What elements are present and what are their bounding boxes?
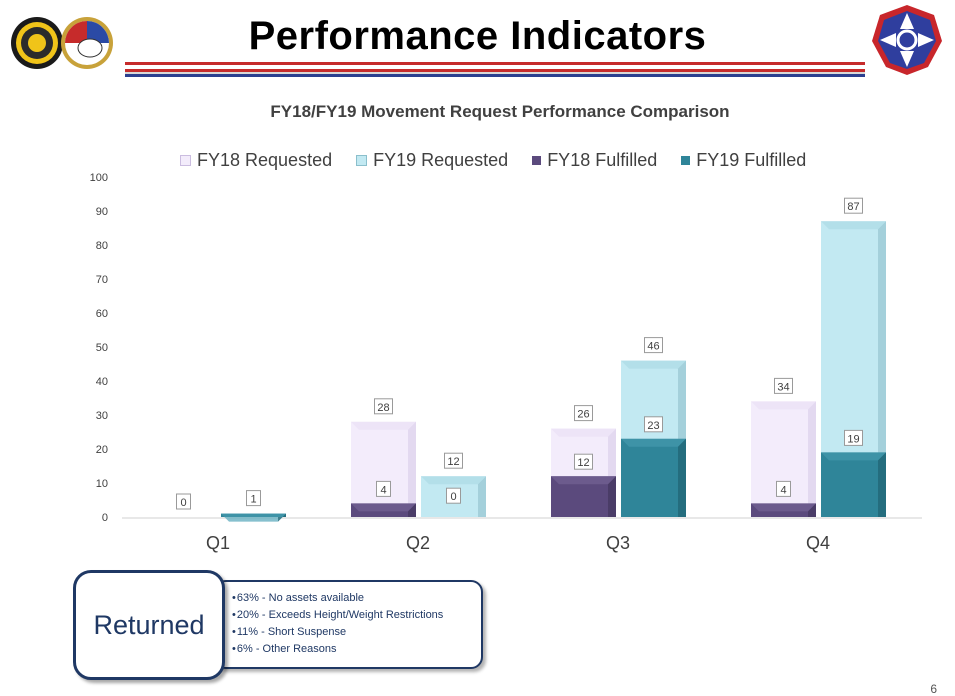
data-label: 0 — [180, 497, 186, 509]
fy18-requested-bar-bevel-right — [808, 401, 816, 517]
y-tick-label: 70 — [96, 274, 108, 286]
army-seal-logo — [11, 17, 63, 69]
legend-label: FY19 Requested — [373, 150, 509, 170]
data-label: 34 — [777, 381, 789, 393]
data-label-box — [376, 480, 391, 497]
data-label-box — [446, 487, 461, 504]
reason-item: 63% - No assets available — [232, 590, 481, 607]
legend-entry-fy18-fulfilled: FY18 Fulfilled — [532, 150, 657, 171]
data-label: 12 — [577, 457, 589, 469]
legend-label: FY18 Fulfilled — [547, 150, 658, 170]
y-tick-label: 100 — [90, 172, 108, 184]
y-tick-label: 20 — [96, 444, 108, 456]
y-tick-label: 40 — [96, 376, 108, 388]
legend-swatch — [532, 156, 542, 165]
chart-legend: FY18 Requested FY19 Requested FY18 Fulfi… — [180, 150, 806, 171]
data-label: 19 — [847, 433, 859, 445]
fy18-fulfilled-bar-bevel-right — [608, 476, 616, 517]
y-tick-label: 50 — [96, 342, 108, 354]
fy18-fulfilled-bar-bevel-top — [551, 476, 616, 485]
data-label: 1 — [250, 494, 256, 506]
fy19-fulfilled-bar — [621, 438, 686, 517]
fy19-requested-bar-bevel-right — [878, 221, 886, 517]
x-tick-label: Q3 — [606, 533, 630, 553]
fy18-fulfilled-bar-bevel-top — [751, 503, 816, 512]
command-insignia-logo — [872, 5, 942, 75]
page-number: 6 — [930, 682, 937, 696]
fy19-requested-bar-bevel-right — [478, 476, 486, 517]
fy19-requested-bar-bevel-top — [821, 221, 886, 230]
fy18-requested-bar-bevel-top — [351, 421, 416, 430]
returned-reasons-box: 63% - No assets available 20% - Exceeds … — [214, 580, 483, 669]
legend-label: FY18 Requested — [197, 150, 333, 170]
fy18-requested-bar-bevel-top — [751, 401, 816, 410]
returned-reasons-list: 63% - No assets available 20% - Exceeds … — [216, 582, 481, 658]
legend-label: FY19 Fulfilled — [696, 150, 807, 170]
fy19-fulfilled-bar-bevel-right — [278, 513, 286, 522]
data-label-box — [574, 405, 593, 422]
legend-swatch — [681, 156, 691, 165]
eagle-emblem-logo — [61, 17, 113, 69]
y-tick-label: 30 — [96, 410, 108, 422]
data-label-box — [374, 398, 393, 415]
data-label: 46 — [647, 341, 659, 353]
fy19-fulfilled-bar-bevel-top — [821, 452, 886, 461]
data-label-box — [644, 416, 663, 433]
reason-item: 20% - Exceeds Height/Weight Restrictions — [232, 607, 481, 624]
data-label-box — [844, 429, 863, 446]
data-label: 28 — [377, 402, 389, 414]
fy19-fulfilled-bar-bevel-top — [621, 438, 686, 447]
fy19-requested-bar-bevel-top — [621, 360, 686, 369]
fy18-requested-bar — [751, 401, 816, 517]
data-label: 12 — [447, 456, 459, 468]
legend-swatch — [356, 155, 368, 166]
data-label: 87 — [847, 201, 859, 213]
reason-item: 11% - Short Suspense — [232, 624, 481, 641]
data-label: 4 — [380, 484, 386, 496]
page-title: Performance Indicators — [248, 14, 707, 58]
data-label: 23 — [647, 420, 659, 432]
data-label-box — [176, 493, 191, 510]
y-tick-label: 0 — [102, 512, 108, 524]
y-tick-label: 90 — [96, 206, 108, 218]
data-label: 0 — [450, 491, 456, 503]
fy18-fulfilled-bar-bevel-right — [408, 503, 416, 517]
chart-title: FY18/FY19 Movement Request Performance C… — [270, 102, 730, 121]
y-tick-label: 80 — [96, 240, 108, 252]
legend-entry-fy19-fulfilled: FY19 Fulfilled — [681, 150, 806, 171]
fy18-fulfilled-bar-bevel-right — [808, 503, 816, 517]
y-tick-label: 60 — [96, 308, 108, 320]
reason-item: 6% - Other Reasons — [232, 641, 481, 658]
x-tick-label: Q4 — [806, 533, 830, 553]
data-label-box — [444, 452, 463, 469]
legend-entry-fy18-requested: FY18 Requested — [180, 150, 332, 171]
legend-entry-fy19-requested: FY19 Requested — [356, 150, 508, 171]
returned-label: Returned — [93, 609, 205, 640]
data-label-box — [246, 490, 261, 507]
bar-chart: 0 10 20 30 40 50 60 70 80 90 100 0 1 Q1 28 4 12 0 Q2 26 12 46… — [90, 172, 922, 553]
fy19-fulfilled-bar-bevel-top — [221, 513, 286, 522]
data-label-box — [574, 453, 593, 470]
data-label-box — [644, 337, 663, 354]
fy18-requested-bar — [351, 421, 416, 517]
fy19-fulfilled-bar-bevel-right — [678, 438, 686, 517]
y-tick-label: 10 — [96, 478, 108, 490]
x-tick-label: Q1 — [206, 533, 230, 553]
fy18-requested-bar-bevel-top — [551, 428, 616, 437]
data-label-box — [844, 197, 863, 214]
data-label: 4 — [780, 484, 786, 496]
legend-swatch — [180, 155, 191, 166]
fy19-fulfilled-bar-bevel-right — [878, 452, 886, 517]
returned-label-box: Returned — [73, 570, 225, 680]
fy19-fulfilled-bar — [821, 452, 886, 517]
x-tick-label: Q2 — [406, 533, 430, 553]
data-label: 26 — [577, 409, 589, 421]
fy18-requested-bar-bevel-right — [408, 421, 416, 517]
data-label-box — [774, 377, 793, 394]
fy18-fulfilled-bar-bevel-top — [351, 503, 416, 512]
fy19-requested-bar-bevel-top — [421, 476, 486, 485]
data-label-box — [776, 480, 791, 497]
